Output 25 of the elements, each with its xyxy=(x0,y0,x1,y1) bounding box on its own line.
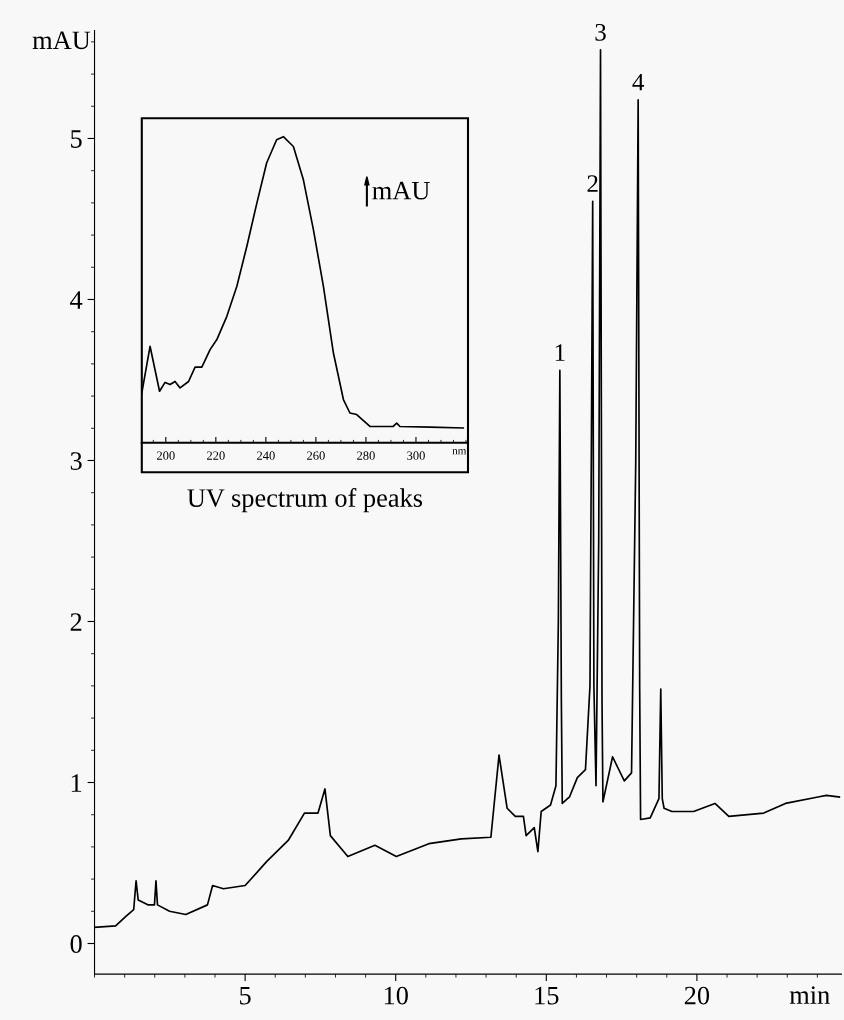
x-tick-label: 280 xyxy=(357,451,375,460)
y-tick-label: 3 xyxy=(70,452,82,470)
x-tick-label: 15 xyxy=(535,986,559,1005)
y-axis-title: mAU xyxy=(372,181,430,200)
x-axis-title: nm xyxy=(452,449,467,455)
x-tick-label: 200 xyxy=(156,451,175,460)
annotation: 1 xyxy=(555,344,565,361)
annotation: 3 xyxy=(595,23,606,41)
x-tick-label: 20 xyxy=(684,986,710,1005)
annotation: 4 xyxy=(632,73,645,91)
y-axis-title: mAU xyxy=(32,31,91,50)
y-tick-label: 0 xyxy=(70,935,82,953)
x-tick-label: 260 xyxy=(307,451,325,460)
text: UV spectrum of peaks xyxy=(187,488,423,513)
x-tick-label: 5 xyxy=(240,986,251,1005)
x-tick-label: 240 xyxy=(257,451,275,460)
annotation: 2 xyxy=(587,175,598,192)
x-tick-label: 300 xyxy=(407,451,425,460)
y-tick-label: 2 xyxy=(70,613,82,631)
y-tick-label: 4 xyxy=(70,291,83,309)
x-tick-label: 220 xyxy=(207,451,225,460)
x-tick-label: 10 xyxy=(384,986,408,1005)
y-tick-label: 1 xyxy=(71,774,82,792)
y-tick-label: 5 xyxy=(71,130,82,148)
x-axis-title: min xyxy=(789,986,830,1004)
